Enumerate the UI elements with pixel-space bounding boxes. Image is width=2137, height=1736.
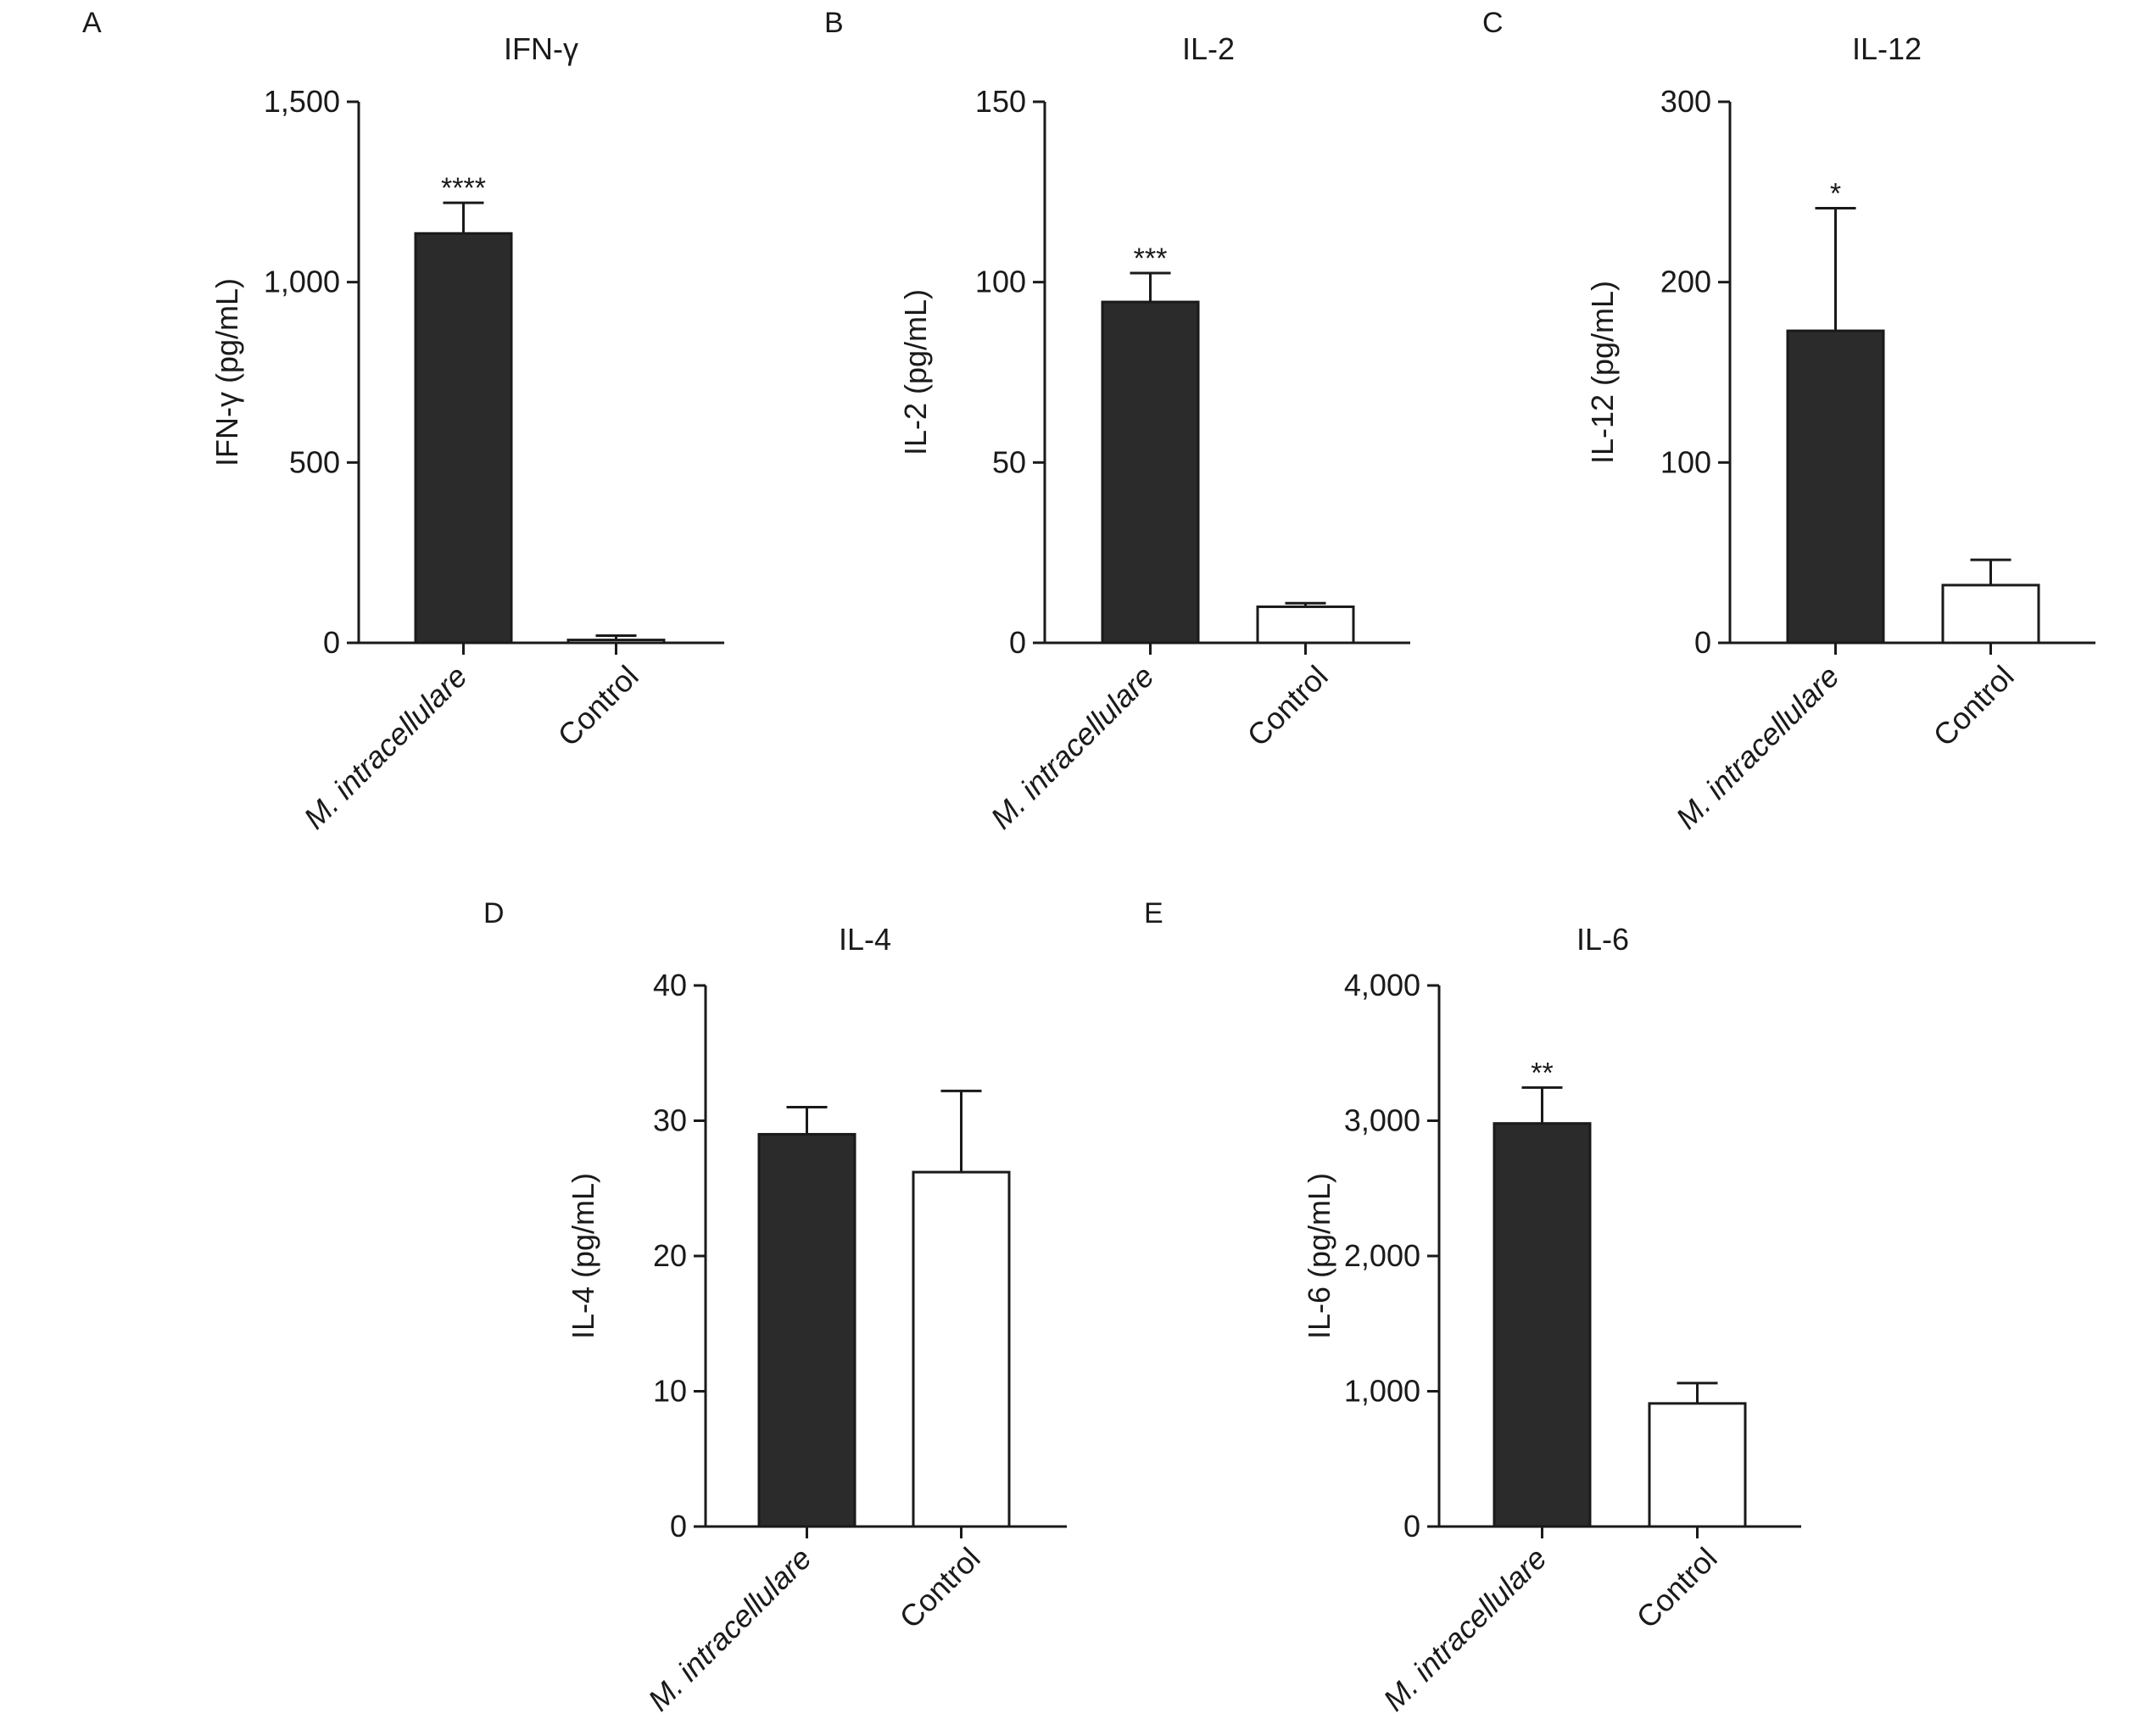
y-tick-label: 200 <box>1660 265 1711 299</box>
y-tick-label: 4,000 <box>1344 968 1420 1002</box>
significance-label: * <box>1830 177 1841 209</box>
y-tick-label: 1,000 <box>1344 1374 1420 1409</box>
panel-b: B IL-2 *** M. intracellulare Control 0 50 100 15… <box>824 7 1410 835</box>
bar-treated <box>414 232 513 645</box>
bar-treated <box>1493 1122 1592 1528</box>
x-tick-label: M. intracellulare <box>1669 659 1846 836</box>
y-tick-label: 40 <box>653 968 687 1002</box>
y-tick-label: 100 <box>1660 444 1711 479</box>
chart-title: IL-12 <box>1852 31 1922 66</box>
x-tick-label: M. intracellulare <box>641 1541 818 1718</box>
x-tick-label: Control <box>1630 1541 1724 1635</box>
x-tick-label: Control <box>893 1541 987 1635</box>
y-axis-label: IL-12 (pg/mL) <box>1585 281 1620 464</box>
y-axis-label: IL-6 (pg/mL) <box>1302 1173 1336 1339</box>
bar-control <box>1256 605 1355 645</box>
significance-label: ** <box>1531 1057 1553 1089</box>
y-tick-label: 0 <box>1694 625 1711 660</box>
y-axis-label: IFN-γ (pg/mL) <box>209 278 244 466</box>
significance-label: **** <box>441 172 486 204</box>
panel-letter: C <box>1482 7 1504 39</box>
chart-title: IL-2 <box>1182 31 1235 66</box>
y-tick-label: 300 <box>1660 84 1711 119</box>
y-tick-label: 50 <box>992 444 1026 479</box>
x-tick-label: Control <box>1927 659 2021 753</box>
bar-control <box>912 1170 1011 1528</box>
y-tick-label: 20 <box>653 1238 687 1273</box>
y-tick-label: 0 <box>323 625 340 660</box>
y-tick-label: 100 <box>975 265 1026 299</box>
chart-title: IFN-γ <box>504 31 578 66</box>
bar-control <box>1648 1402 1747 1528</box>
y-tick-label: 0 <box>1009 625 1026 660</box>
bar-treated <box>757 1132 856 1528</box>
x-tick-label: Control <box>551 659 645 753</box>
x-tick-label: M. intracellulare <box>1376 1541 1554 1718</box>
y-tick-label: 1,000 <box>264 265 340 299</box>
panel-e: E IL-6 ** M. intracellulare Control 0 1,000 2,0… <box>1144 897 1801 1717</box>
x-tick-label: M. intracellulare <box>984 659 1161 836</box>
y-tick-label: 150 <box>975 84 1026 119</box>
y-axis-label: IL-4 (pg/mL) <box>566 1173 600 1339</box>
chart-title: IL-4 <box>839 922 891 957</box>
y-tick-label: 0 <box>670 1509 687 1543</box>
y-tick-label: 500 <box>289 444 340 479</box>
y-tick-label: 10 <box>653 1374 687 1409</box>
bar-treated <box>1101 300 1200 645</box>
y-tick-label: 2,000 <box>1344 1238 1420 1273</box>
bar-control <box>1941 583 2040 645</box>
y-axis-label: IL-2 (pg/mL) <box>898 289 933 455</box>
chart-title: IL-6 <box>1576 922 1629 957</box>
panel-letter: B <box>824 7 844 39</box>
panel-c: C IL-12 * M. intracellulare Control 0 100 200 30… <box>1482 7 2095 835</box>
significance-label: *** <box>1134 243 1168 275</box>
panel-a: A IFN-γ **** M. intracellulare Control 0 500 1,… <box>82 7 724 835</box>
panel-letter: D <box>483 897 505 929</box>
x-tick-label: Control <box>1241 659 1335 753</box>
y-tick-label: 3,000 <box>1344 1103 1420 1138</box>
y-tick-label: 30 <box>653 1103 687 1138</box>
bar-treated <box>1786 329 1885 645</box>
panel-letter: E <box>1144 897 1163 929</box>
x-tick-label: M. intracellulare <box>297 659 474 836</box>
y-tick-label: 1,500 <box>264 84 340 119</box>
y-tick-label: 0 <box>1403 1509 1420 1543</box>
panel-d: D IL-4 M. intracellulare Control 0 10 20 30 40 IL… <box>483 897 1067 1717</box>
panel-letter: A <box>82 7 102 39</box>
